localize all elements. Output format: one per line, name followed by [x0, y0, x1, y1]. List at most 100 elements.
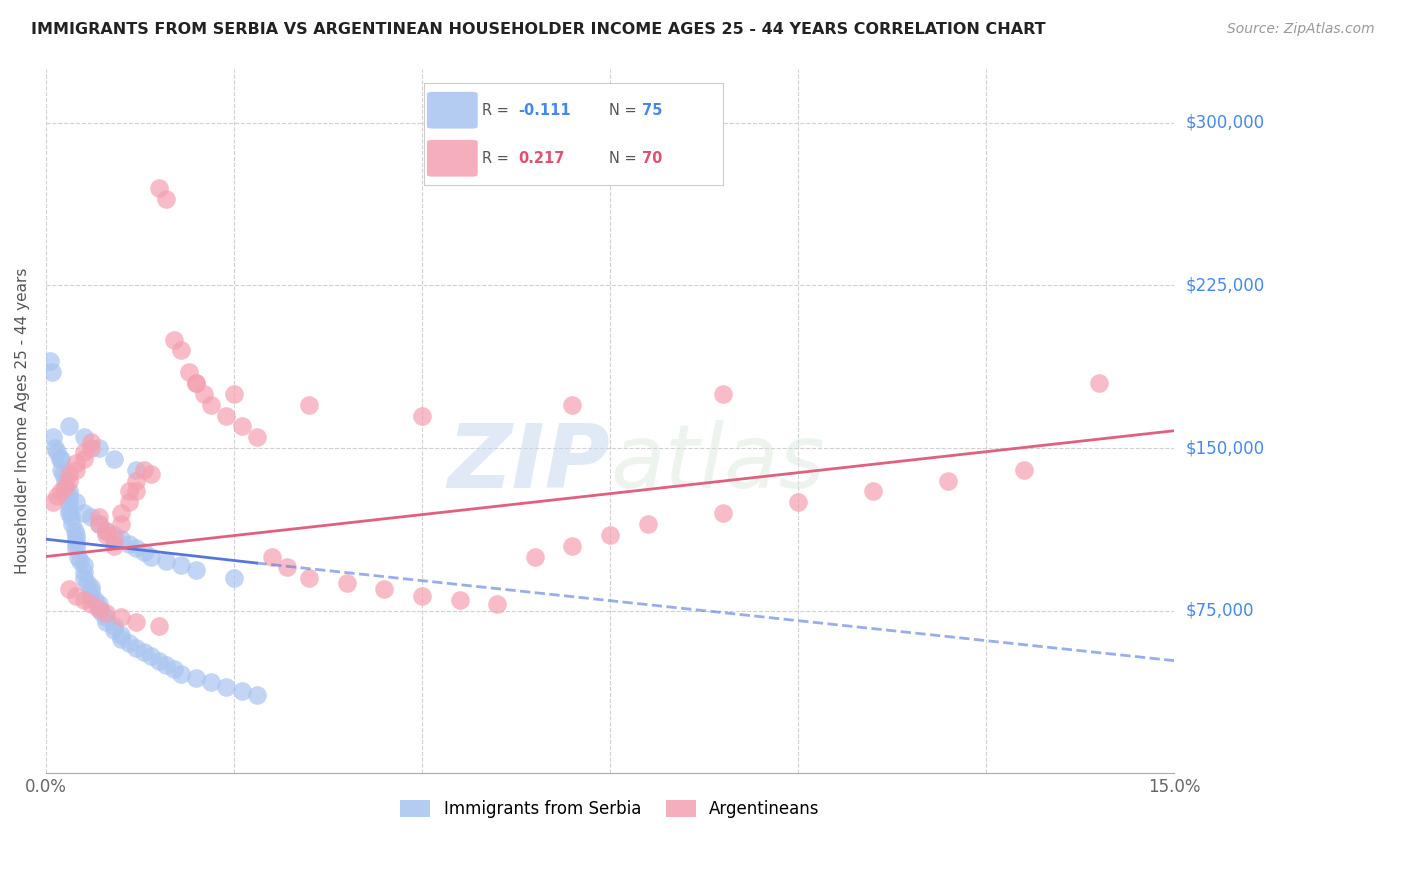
Text: $75,000: $75,000 [1185, 602, 1254, 620]
Point [411, 409, 433, 423]
Text: Source: ZipAtlas.com: Source: ZipAtlas.com [1227, 22, 1375, 37]
Point [125, 541, 148, 555]
Point [80, 434, 103, 449]
Point [186, 376, 208, 390]
Point [49, 463, 72, 477]
Point [58, 467, 80, 482]
Point [118, 636, 141, 650]
Point [373, 582, 395, 596]
Point [215, 680, 238, 694]
Point [87, 601, 110, 615]
Point [125, 474, 148, 488]
Point [38, 354, 60, 368]
Point [862, 484, 884, 499]
Point [1012, 463, 1035, 477]
Point [336, 575, 359, 590]
Point [411, 589, 433, 603]
Point [72, 565, 94, 579]
Text: ZIP: ZIP [447, 420, 610, 507]
Point [637, 516, 659, 531]
Point [103, 451, 125, 466]
Point [87, 516, 110, 531]
Point [245, 430, 267, 444]
Point [103, 624, 125, 638]
Point [87, 597, 110, 611]
Point [148, 619, 170, 633]
Point [125, 463, 148, 477]
Point [72, 558, 94, 573]
Text: $300,000: $300,000 [1185, 114, 1264, 132]
Point [148, 181, 170, 195]
Point [58, 474, 80, 488]
Point [65, 528, 87, 542]
Point [110, 627, 132, 641]
Point [94, 528, 117, 542]
Point [44, 441, 66, 455]
Point [155, 192, 177, 206]
Point [141, 467, 163, 482]
Point [51, 467, 73, 482]
Point [63, 524, 86, 538]
Point [72, 451, 94, 466]
Point [200, 675, 222, 690]
Point [222, 571, 245, 585]
Point [103, 539, 125, 553]
Point [231, 684, 253, 698]
Point [87, 510, 110, 524]
Point [76, 575, 98, 590]
Point [110, 610, 132, 624]
Point [94, 610, 117, 624]
Point [49, 451, 72, 466]
Point [118, 484, 141, 499]
Point [938, 474, 960, 488]
Y-axis label: Householder Income Ages 25 - 44 years: Householder Income Ages 25 - 44 years [15, 268, 30, 574]
Point [83, 593, 105, 607]
Point [222, 387, 245, 401]
Point [80, 441, 103, 455]
Point [200, 398, 222, 412]
Point [53, 474, 76, 488]
Point [94, 606, 117, 620]
Point [58, 489, 80, 503]
Point [163, 333, 186, 347]
Point [186, 671, 208, 685]
Point [58, 419, 80, 434]
Point [46, 445, 69, 459]
Point [193, 387, 215, 401]
Point [72, 506, 94, 520]
Legend: Immigrants from Serbia, Argentineans: Immigrants from Serbia, Argentineans [394, 794, 827, 825]
Point [163, 662, 186, 676]
Point [110, 532, 132, 546]
Point [141, 649, 163, 664]
Point [125, 615, 148, 629]
Point [94, 524, 117, 538]
Point [53, 484, 76, 499]
Point [72, 571, 94, 585]
Point [170, 666, 193, 681]
Point [231, 419, 253, 434]
Point [132, 463, 155, 477]
Point [711, 506, 734, 520]
Point [42, 495, 65, 509]
Point [110, 506, 132, 520]
Point [72, 593, 94, 607]
Point [42, 430, 65, 444]
Point [245, 689, 267, 703]
Point [72, 430, 94, 444]
Point [49, 484, 72, 499]
Point [58, 495, 80, 509]
Point [60, 516, 83, 531]
Point [59, 510, 82, 524]
Point [110, 516, 132, 531]
Point [65, 532, 87, 546]
Point [711, 387, 734, 401]
Point [65, 541, 87, 555]
Point [65, 536, 87, 550]
Point [87, 516, 110, 531]
Point [561, 539, 583, 553]
Point [58, 484, 80, 499]
Text: $150,000: $150,000 [1185, 439, 1264, 457]
Point [186, 376, 208, 390]
Point [46, 489, 69, 503]
Point [523, 549, 546, 564]
